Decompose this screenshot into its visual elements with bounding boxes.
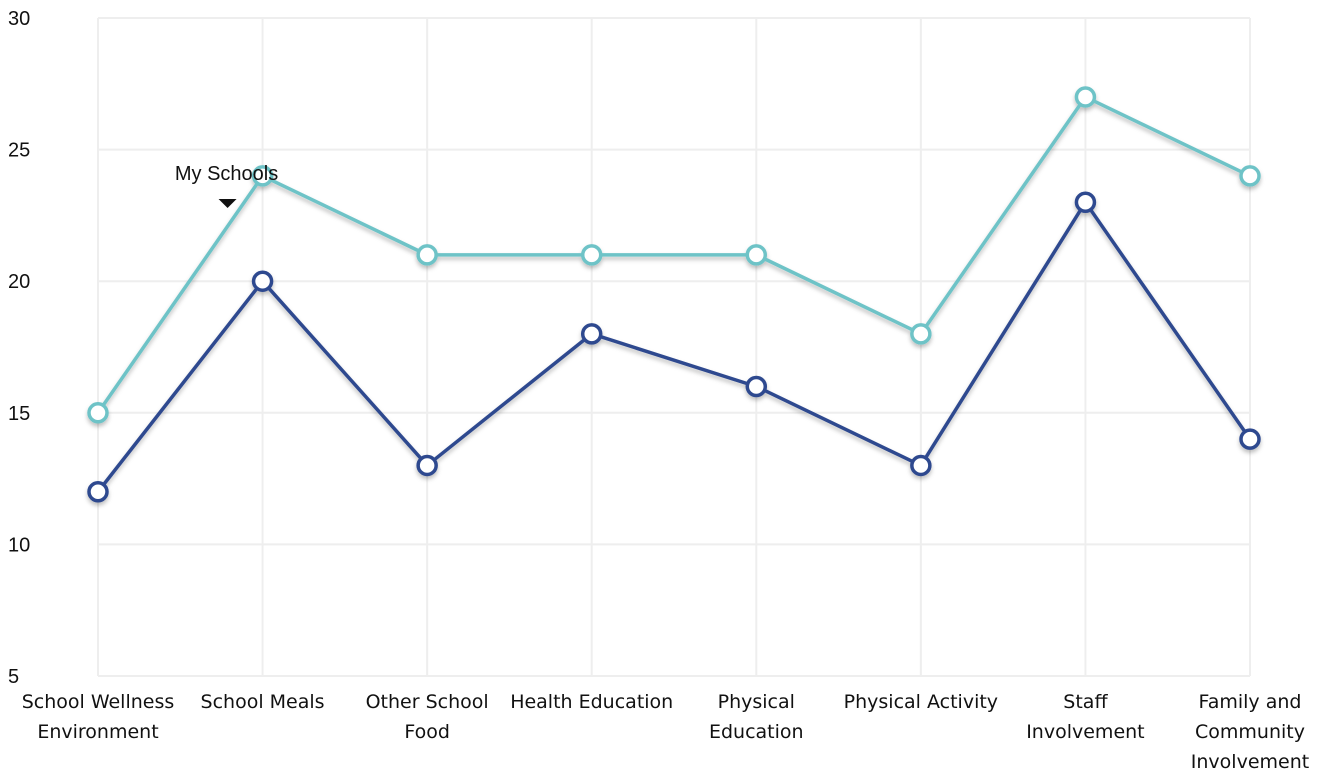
y-tick-label: 30: [8, 8, 30, 30]
series-line-0: [96, 95, 1251, 414]
series-1: [87, 191, 1261, 503]
series-0: [87, 86, 1261, 424]
x-axis-ticks: School Wellness Environment School Meals Ot…: [22, 691, 1310, 773]
data-point[interactable]: [580, 244, 603, 266]
data-point[interactable]: [87, 481, 109, 503]
x-tick-label: Physical Activity: [844, 691, 998, 713]
data-point[interactable]: [910, 323, 932, 345]
x-tick-label: School Meals: [201, 691, 325, 713]
data-point[interactable]: [1239, 165, 1261, 187]
data-point[interactable]: [745, 244, 768, 266]
y-tick-label: 5: [8, 666, 19, 688]
y-tick-label: 20: [8, 271, 30, 293]
data-point[interactable]: [251, 270, 274, 292]
data-point[interactable]: [745, 375, 768, 398]
data-point[interactable]: [1239, 428, 1261, 450]
y-tick-label: 25: [8, 140, 30, 162]
y-tick-label: 10: [8, 534, 30, 556]
annotation-marker-icon: [218, 199, 237, 208]
data-point[interactable]: [910, 454, 932, 477]
series-line-1: [96, 200, 1252, 493]
x-tick-label: School Wellness Environment: [22, 691, 175, 743]
grid: [97, 17, 1251, 677]
x-tick-label: Family and Community Involvement: [1191, 691, 1309, 773]
data-point[interactable]: [416, 244, 438, 266]
y-axis-ticks: 5 10 15 20 25 30: [8, 8, 30, 688]
annotation: My Schools: [175, 163, 278, 208]
y-tick-label: 15: [8, 403, 30, 425]
data-point[interactable]: [87, 402, 109, 424]
x-tick-label: Health Education: [510, 691, 673, 713]
x-tick-label: Staff Involvement: [1026, 691, 1144, 743]
x-tick-label: Other School Food: [366, 691, 489, 743]
data-point[interactable]: [251, 165, 274, 187]
data-point[interactable]: [580, 323, 603, 345]
annotation-label: My Schools: [175, 163, 278, 185]
data-point[interactable]: [416, 454, 438, 477]
data-point[interactable]: [1074, 86, 1097, 108]
data-point[interactable]: [1074, 191, 1097, 213]
series: [87, 86, 1261, 503]
x-tick-label: Physical Education: [709, 691, 804, 743]
